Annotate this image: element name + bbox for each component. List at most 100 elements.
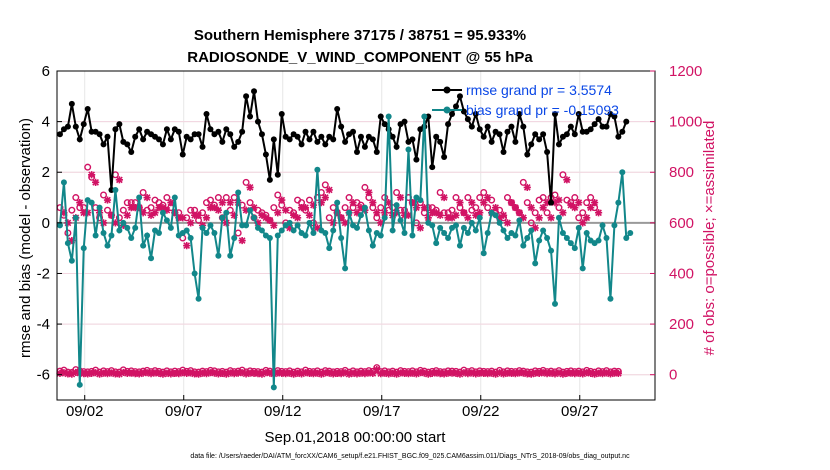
obs-assimilated-point: [194, 370, 203, 378]
obs-assimilated-point: [341, 219, 349, 227]
obs-assimilated-point: [171, 369, 179, 378]
obs-assimilated-point: [202, 370, 211, 378]
obs-assimilated-point: [460, 209, 468, 217]
bias-point: [163, 217, 170, 224]
rmse-point: [429, 164, 436, 171]
rmse-point: [571, 131, 578, 138]
obs-assimilated-point: [464, 214, 472, 222]
chart-subtitle: RADIOSONDE_V_WIND_COMPONENT @ 55 hPa: [187, 49, 533, 66]
obs-assimilated-point: [317, 370, 325, 378]
obs-assimilated-point: [499, 370, 508, 378]
bias-point: [72, 214, 79, 221]
rmse-point: [207, 126, 214, 133]
bias-point: [381, 214, 388, 221]
right-axis: 0 200 400 600 800 1000 1200: [650, 63, 702, 384]
obs-possible-point: [539, 194, 547, 202]
obs-assimilated-point: [183, 369, 191, 378]
obs-assimilated-point: [297, 370, 306, 378]
obs-assimilated-point: [420, 204, 428, 212]
bias-point: [607, 295, 614, 302]
bias-point: [571, 245, 578, 252]
rmse-point: [159, 141, 166, 148]
bias-point: [211, 229, 218, 236]
obs-assimilated-point: [365, 369, 373, 377]
bias-point: [187, 235, 194, 242]
footnote: data file: /Users/raeder/DAI/ATM_forcXX/…: [190, 453, 630, 460]
bias-point: [76, 381, 83, 388]
bias-point: [128, 235, 135, 242]
obs-possible-point: [503, 194, 511, 202]
obs-possible-point: [543, 209, 551, 217]
obs-assimilated-point: [218, 369, 226, 378]
rmse-point: [496, 131, 503, 138]
obs-assimilated-point: [159, 204, 167, 212]
obs-assimilated-point: [349, 369, 357, 377]
obs-assimilated-point: [155, 369, 163, 378]
obs-assimilated-point: [369, 199, 377, 207]
obs-assimilated-point: [60, 369, 68, 377]
obs-assimilated-point: [480, 369, 488, 378]
rmse-point: [302, 128, 309, 135]
obs-assimilated-point: [519, 369, 527, 377]
obs-possible-point: [147, 204, 155, 212]
rmse-point: [350, 128, 357, 135]
obs-assimilated-point: [309, 201, 318, 209]
obs-assimilated-point: [539, 204, 547, 212]
bias-point: [330, 227, 337, 234]
rmse-point: [247, 113, 254, 120]
bias-point: [500, 227, 507, 234]
bias-point: [258, 227, 265, 234]
obs-assimilated-point: [610, 369, 619, 377]
obs-assimilated-point: [373, 209, 381, 217]
obs-possible-point: [321, 181, 329, 189]
rmse-point: [270, 136, 277, 143]
bias-point: [144, 232, 151, 239]
rmse-point: [623, 118, 630, 125]
obs-assimilated-point: [551, 370, 559, 378]
rmse-point: [334, 105, 341, 112]
obs-assimilated-point: [151, 369, 159, 377]
bias-point: [112, 186, 119, 193]
obs-assimilated-point: [103, 370, 112, 378]
obs-assimilated-point: [404, 370, 413, 378]
rmse-point: [353, 148, 360, 155]
rmse-point: [262, 151, 269, 158]
obs-assimilated-point: [503, 219, 512, 227]
bias-point: [334, 199, 341, 206]
obs-assimilated-point: [579, 219, 587, 227]
obs-assimilated-point: [258, 370, 266, 378]
obs-assimilated-point: [163, 206, 171, 214]
obs-assimilated-point: [127, 369, 135, 377]
rmse-point: [393, 143, 400, 150]
bias-point: [148, 255, 155, 262]
bias-point: [195, 295, 202, 302]
obs-assimilated-point: [155, 204, 163, 212]
bias-point: [460, 224, 467, 231]
x-tick-label: 09/27: [561, 403, 599, 420]
bias-point: [421, 113, 428, 120]
rmse-point: [227, 131, 234, 138]
obs-assimilated-point: [527, 204, 535, 212]
obs-assimilated-point: [297, 204, 306, 212]
rmse-point: [615, 133, 622, 140]
obs-assimilated-point: [412, 204, 420, 212]
bias-point: [219, 214, 226, 221]
obs-assimilated-point: [392, 209, 401, 217]
obs-assimilated-point: [329, 219, 337, 227]
obs-assimilated-point: [250, 369, 258, 378]
bias-point: [397, 217, 404, 224]
obs-assimilated-point: [448, 214, 456, 222]
obs-assimilated-point: [575, 369, 583, 377]
bias-point: [429, 222, 436, 229]
bias-point: [326, 245, 333, 252]
bias-point: [365, 227, 372, 234]
obs-assimilated-point: [147, 370, 155, 378]
obs-assimilated-point: [230, 211, 238, 219]
obs-possible-point: [187, 206, 195, 214]
bias-point: [452, 222, 459, 229]
bias-point: [231, 235, 238, 242]
obs-assimilated-point: [543, 370, 551, 378]
obs-possible-point: [270, 204, 278, 212]
obs-assimilated-point: [143, 193, 151, 202]
